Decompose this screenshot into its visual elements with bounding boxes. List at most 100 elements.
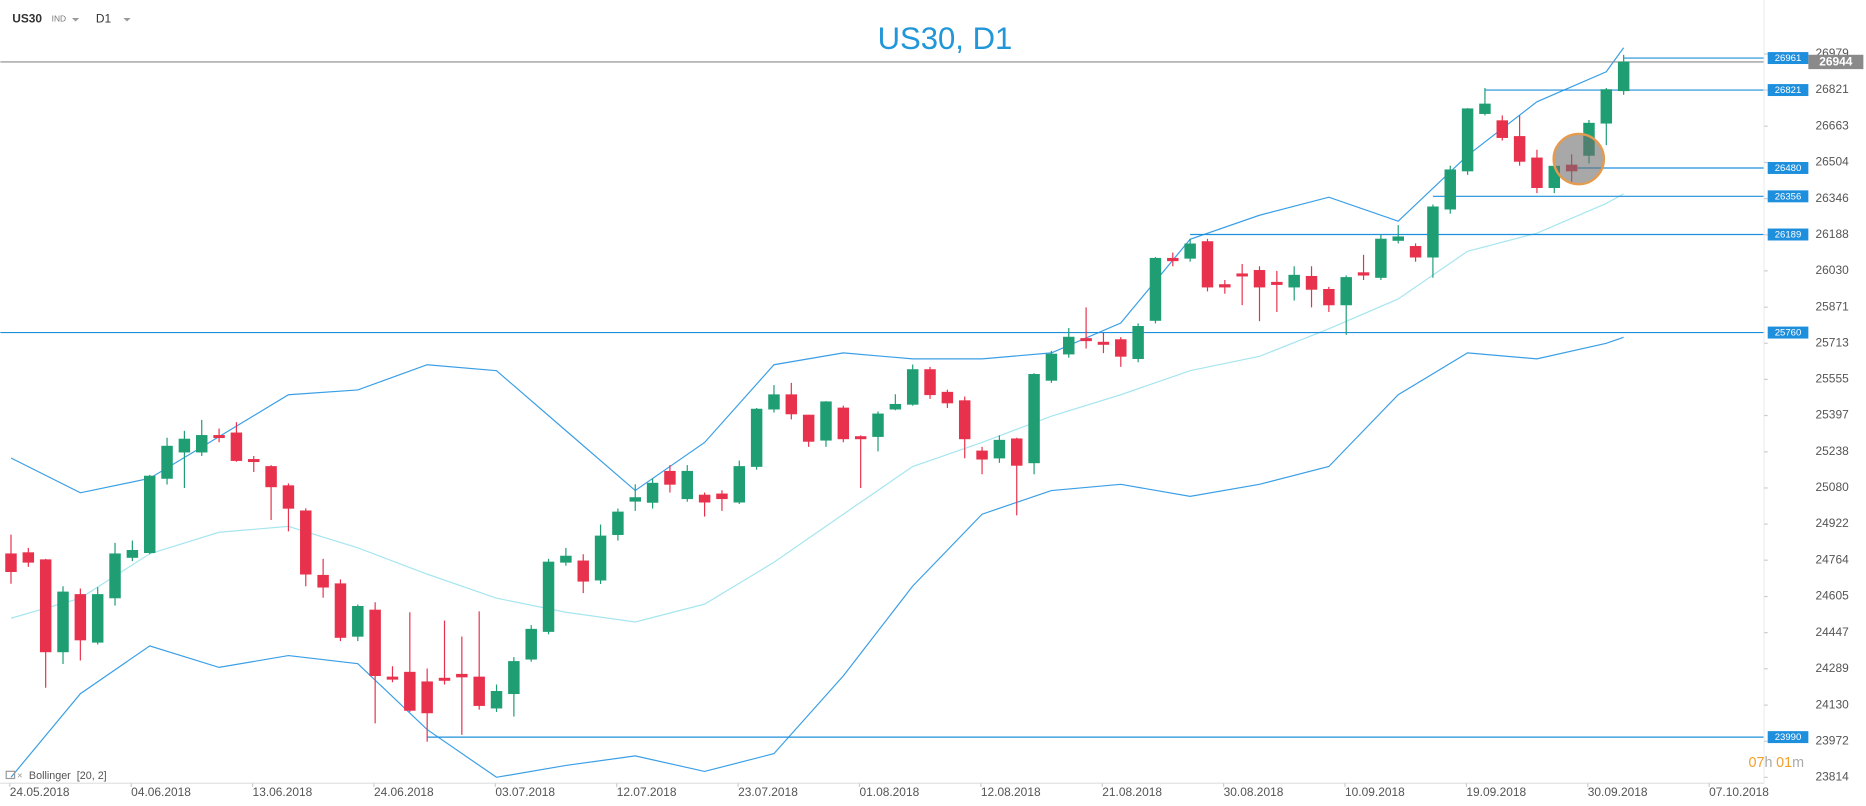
candle-body <box>958 400 971 440</box>
timeframe[interactable]: D1 <box>96 11 112 25</box>
settings-icon[interactable] <box>5 770 16 780</box>
candle-body <box>230 432 243 461</box>
candle-body <box>560 555 572 563</box>
y-tick-label: 25713 <box>1816 335 1850 349</box>
candle-body <box>473 676 485 706</box>
candle-body <box>1461 108 1474 172</box>
candle-body <box>126 550 139 558</box>
dropdown-arrow[interactable] <box>123 17 131 22</box>
plot-area <box>0 47 1765 778</box>
candle-body <box>196 435 208 453</box>
candle-body <box>161 445 173 479</box>
candle-body <box>1305 275 1318 290</box>
candle-body <box>1479 103 1491 114</box>
y-tick-label: 23814 <box>1816 769 1850 783</box>
y-tick-label: 24922 <box>1816 516 1850 530</box>
indicator-params: [20, 2] <box>77 770 107 782</box>
y-tick-label: 24605 <box>1816 589 1850 603</box>
level-label: 26961 <box>1775 53 1802 64</box>
candle-body <box>1600 89 1613 124</box>
x-tick-label: 19.09.2018 <box>1466 785 1526 799</box>
candle-body <box>906 369 919 405</box>
candle-body <box>456 673 468 678</box>
candle-body <box>404 671 416 711</box>
candle-body <box>681 470 694 500</box>
current-price-box <box>1808 54 1864 70</box>
candle-body <box>785 394 798 415</box>
candle-body <box>178 438 191 453</box>
highlight-marker <box>1552 132 1606 186</box>
candle-body <box>352 606 364 637</box>
y-tick-label: 24764 <box>1816 552 1850 566</box>
candle-body <box>1427 206 1439 258</box>
level-label-box <box>1767 52 1809 65</box>
market: IND <box>52 13 66 23</box>
y-tick-label: 25238 <box>1816 444 1850 458</box>
indicator-legend[interactable]: × Bollinger [20, 2] <box>5 770 107 782</box>
symbol[interactable]: US30 <box>12 11 42 25</box>
candle-body <box>1219 284 1231 288</box>
axes: 2697926821266632650426346261882603025871… <box>9 46 1864 799</box>
candle-body <box>1011 438 1023 466</box>
candle-body <box>1444 169 1456 210</box>
candle-body <box>820 401 832 441</box>
candle-body <box>993 439 1006 459</box>
y-tick-label: 25555 <box>1816 372 1850 386</box>
x-tick-label: 24.05.2018 <box>10 785 70 799</box>
y-tick-label: 26346 <box>1816 191 1850 205</box>
candle-body <box>369 609 381 676</box>
x-tick-label: 24.06.2018 <box>374 785 434 799</box>
chart-title: US30, D1 <box>878 21 1013 56</box>
candle-body <box>664 470 676 485</box>
candle-body <box>1045 353 1058 381</box>
candle-body <box>525 628 537 660</box>
candle-body <box>1097 341 1110 345</box>
candle-body <box>872 413 884 437</box>
candle-body <box>1375 238 1387 278</box>
y-tick-label: 24447 <box>1816 625 1850 639</box>
candle-body <box>1149 257 1162 321</box>
candle-body <box>1288 274 1300 288</box>
candle-body <box>438 677 451 681</box>
x-tick-label: 01.08.2018 <box>859 785 919 799</box>
candle-body <box>1115 339 1127 357</box>
countdown-minutes: 01 <box>1776 755 1792 771</box>
candle-body <box>248 459 260 463</box>
candle-body <box>889 403 902 410</box>
candle-body <box>57 591 69 653</box>
indicator-name: Bollinger <box>29 770 71 782</box>
candle-body <box>1167 257 1179 262</box>
candle-body <box>282 485 295 509</box>
countdown-unit: h <box>1765 755 1773 771</box>
candle-body <box>976 450 988 460</box>
level-label-box <box>1767 731 1809 744</box>
candle-body <box>39 559 52 653</box>
x-tick-label: 12.07.2018 <box>617 785 677 799</box>
candle-body <box>1409 246 1422 258</box>
candle-body <box>646 482 659 503</box>
candle-body <box>1617 61 1630 92</box>
candle-body <box>1201 241 1214 288</box>
candle-body <box>300 510 312 575</box>
candle-body <box>1271 281 1283 285</box>
current-price-label: 26944 <box>1819 55 1853 69</box>
candle-body <box>1340 277 1352 306</box>
candle-body <box>802 414 815 442</box>
toolbar[interactable]: US30 IND D1 <box>12 11 131 25</box>
candle-body <box>74 594 87 641</box>
x-tick-label: 12.08.2018 <box>981 785 1041 799</box>
x-tick-label: 21.08.2018 <box>1102 785 1162 799</box>
level-label-box <box>1767 326 1809 339</box>
countdown: 07h 01m <box>1749 755 1804 771</box>
candle-body <box>213 435 225 439</box>
candle-body <box>1063 336 1075 355</box>
countdown-hours: 07 <box>1749 755 1765 771</box>
dropdown-arrow[interactable] <box>71 17 80 22</box>
candle-body <box>1080 338 1092 342</box>
y-tick-label: 25080 <box>1816 480 1850 494</box>
y-tick-label: 26504 <box>1816 155 1850 169</box>
x-tick-label: 23.07.2018 <box>738 785 798 799</box>
close-icon[interactable]: × <box>17 771 23 782</box>
y-tick-label: 24130 <box>1816 697 1850 711</box>
candle-body <box>594 535 607 581</box>
